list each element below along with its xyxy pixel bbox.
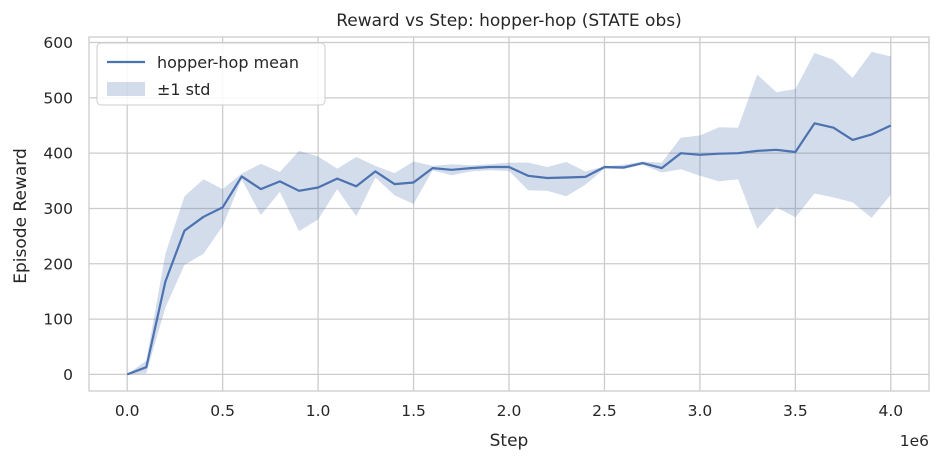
grid (89, 37, 929, 391)
y-tick-label: 300 (43, 200, 73, 218)
x-tick-label: 2.0 (497, 402, 522, 420)
legend-label-mean: hopper-hop mean (157, 53, 299, 72)
legend: hopper-hop mean ±1 std (96, 42, 326, 106)
x-offset-label: 1e6 (900, 432, 929, 450)
legend-band-swatch (107, 82, 145, 96)
y-axis-label: Episode Reward (11, 148, 31, 283)
plot-frame (88, 36, 930, 392)
x-tick-label: 4.0 (878, 402, 903, 420)
x-tick-label: 0.0 (115, 402, 140, 420)
x-tick-label: 1.0 (306, 402, 331, 420)
y-tick-label: 100 (43, 311, 73, 329)
y-tick-label: 200 (43, 255, 73, 273)
x-tick-label: 2.5 (592, 402, 617, 420)
x-tick-label: 0.5 (210, 402, 235, 420)
y-tick-label: 0 (63, 366, 73, 384)
x-tick-label: 3.5 (783, 402, 808, 420)
legend-label-std: ±1 std (157, 80, 210, 99)
y-tick-label: 400 (43, 145, 73, 163)
x-tick-label: 3.0 (688, 402, 713, 420)
chart-title: Reward vs Step: hopper-hop (STATE obs) (336, 11, 682, 31)
legend-box (96, 42, 326, 106)
y-tick-labels: 0 100 200 300 400 500 600 (43, 34, 73, 384)
y-tick-label: 500 (43, 89, 73, 107)
x-tick-label: 1.5 (401, 402, 426, 420)
y-tick-label: 600 (43, 34, 73, 52)
x-tick-labels: 0.0 0.5 1.0 1.5 2.0 2.5 3.0 3.5 4.0 (115, 402, 903, 420)
std-band (127, 51, 891, 375)
x-axis-label: Step (490, 431, 529, 451)
mean-line (126, 122, 892, 376)
